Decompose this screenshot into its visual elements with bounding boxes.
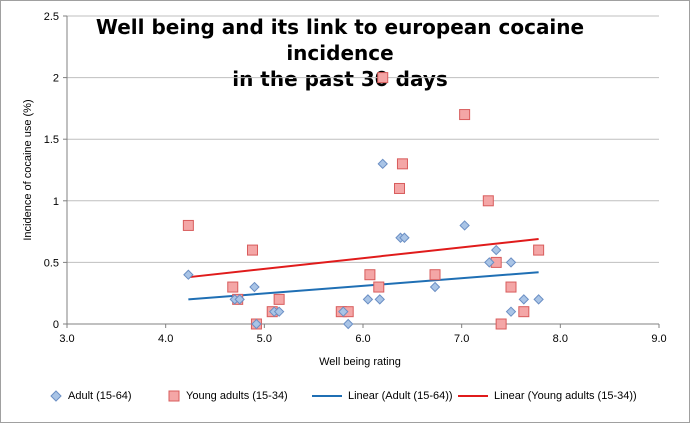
adult-point — [490, 244, 502, 256]
young-adult-point — [396, 158, 408, 170]
young-adult-point — [227, 281, 239, 293]
young-adult-point — [246, 244, 258, 256]
x-tick-label: 7.0 — [454, 333, 469, 345]
data-points — [182, 72, 545, 330]
chart-title: Well being and its link to european coca… — [60, 14, 620, 92]
adult-point — [429, 281, 441, 293]
adult-point — [251, 318, 262, 330]
y-tick-label: 1.5 — [44, 134, 59, 146]
young-adult-point — [394, 182, 406, 194]
chart-title-line-1: Well being and its link to european coca… — [95, 15, 585, 65]
legend-item-linear-young-adults: Linear (Young adults (15-34)) — [458, 390, 637, 402]
legend-label-linear-adult: Linear (Adult (15-64)) — [348, 390, 453, 402]
adult-point — [377, 158, 388, 170]
legend-blue-line-icon — [312, 395, 342, 397]
tick-labels: 0 0.5 1 1.5 2 2.5 3.0 4.0 5.0 6.0 7.0 8.0 9.0 — [44, 11, 667, 345]
y-axis-title: Incidence of cocaine use (%) — [22, 99, 34, 240]
adult-point — [374, 294, 385, 305]
legend-item-adult: Adult (15-64) — [50, 390, 132, 402]
adult-point — [234, 294, 245, 305]
young-adult-point — [482, 195, 494, 207]
adult-point — [459, 220, 470, 231]
adult-point — [183, 269, 194, 280]
y-tick-label: 0 — [53, 319, 59, 331]
x-tick-label: 4.0 — [158, 333, 173, 345]
young-adult-point — [364, 269, 376, 281]
y-tick-label: 1 — [53, 196, 59, 208]
adult-point — [533, 294, 544, 305]
adult-point — [399, 232, 410, 243]
adult-point — [484, 257, 495, 268]
young-adult-point — [377, 72, 389, 84]
adult-point — [273, 306, 285, 317]
x-tick-label: 8.0 — [553, 333, 568, 345]
legend-label-adult: Adult (15-64) — [68, 390, 132, 402]
young-adult-point — [505, 281, 517, 293]
axes — [63, 15, 660, 328]
trendline — [188, 271, 539, 301]
adult-point — [362, 294, 374, 305]
legend-item-young-adults: Young adults (15-34) — [168, 390, 288, 402]
young-adult-point — [373, 281, 385, 293]
chart-title-line-2: in the past 30 days — [232, 67, 448, 91]
young-adult-point — [518, 306, 530, 318]
legend: Adult (15-64) Young adults (15-34) Linea… — [0, 390, 690, 406]
y-tick-label: 2.5 — [44, 11, 59, 23]
young-adult-point — [459, 109, 471, 121]
young-adult-point — [182, 219, 194, 231]
legend-item-linear-adult: Linear (Adult (15-64)) — [312, 390, 453, 402]
trendlines — [188, 237, 539, 301]
young-adult-point — [429, 269, 441, 281]
x-tick-label: 3.0 — [59, 333, 74, 345]
legend-diamond-icon — [50, 390, 62, 402]
legend-label-young-adults: Young adults (15-34) — [186, 390, 288, 402]
adult-point — [249, 281, 260, 293]
x-tick-label: 6.0 — [355, 333, 370, 345]
legend-square-icon — [168, 390, 180, 402]
y-tick-label: 2 — [53, 73, 59, 85]
adult-point — [342, 318, 354, 330]
adult-point — [338, 306, 349, 317]
x-axis-title: Well being rating — [319, 356, 401, 368]
legend-red-line-icon — [458, 395, 488, 397]
young-adult-point — [495, 318, 507, 330]
young-adult-point — [533, 244, 545, 256]
adult-point — [518, 294, 530, 305]
x-tick-label: 5.0 — [257, 333, 272, 345]
young-adult-point — [273, 293, 285, 305]
adult-point — [505, 306, 517, 317]
plot-area: 0 0.5 1 1.5 2 2.5 3.0 4.0 5.0 6.0 7.0 8.0 9.0 Well b… — [22, 11, 667, 368]
trendline — [188, 237, 539, 279]
gridlines — [67, 15, 659, 263]
adult-point — [505, 257, 517, 268]
legend-label-linear-young-adults: Linear (Young adults (15-34)) — [494, 390, 637, 402]
x-tick-label: 9.0 — [651, 333, 666, 345]
y-tick-label: 0.5 — [44, 257, 59, 269]
